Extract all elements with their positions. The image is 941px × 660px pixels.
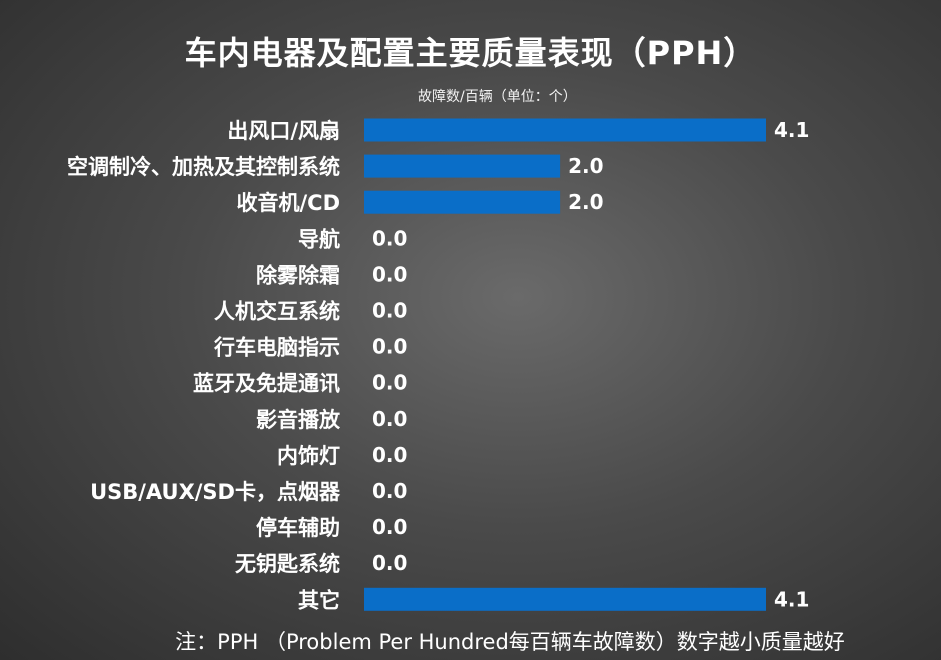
bar xyxy=(364,118,766,142)
category-label: 其它 xyxy=(298,588,340,612)
category-label: 影音播放 xyxy=(256,408,341,432)
category-label: 导航 xyxy=(298,227,340,251)
value-label: 0.0 xyxy=(372,262,407,286)
value-label: 0.0 xyxy=(372,371,407,395)
unit-label: 故障数/百辆（单位：个） xyxy=(418,89,577,105)
value-label: 0.0 xyxy=(372,226,407,250)
bars-layer xyxy=(364,118,766,611)
footnote: 注：PPH （Problem Per Hundred每百辆车故障数）数字越小质量… xyxy=(175,630,845,654)
category-label: USB/AUX/SD卡，点烟器 xyxy=(90,480,341,504)
category-label: 无钥匙系统 xyxy=(235,552,340,576)
labels-layer: 出风口/风扇 4.1 空调制冷、加热及其控制系统 2.0 收音机/CD 2.0 导航 0.0 除… xyxy=(67,118,809,612)
value-label: 0.0 xyxy=(372,515,407,539)
chart-title: 车内电器及配置主要质量表现（PPH） xyxy=(184,34,757,72)
bar xyxy=(364,190,561,214)
category-label: 空调制冷、加热及其控制系统 xyxy=(67,155,340,179)
category-label: 蓝牙及免提通讯 xyxy=(193,372,340,396)
category-label: 人机交互系统 xyxy=(214,300,340,324)
category-label: 出风口/风扇 xyxy=(227,119,340,143)
value-label: 2.0 xyxy=(568,190,603,214)
category-label: 除雾除霜 xyxy=(256,263,340,287)
value-label: 0.0 xyxy=(372,479,407,503)
value-label: 0.0 xyxy=(372,299,407,323)
bar xyxy=(364,154,561,178)
value-label: 0.0 xyxy=(372,443,407,467)
category-label: 停车辅助 xyxy=(256,516,340,540)
value-label: 4.1 xyxy=(774,587,809,611)
bar xyxy=(364,587,766,611)
value-label: 0.0 xyxy=(372,551,407,575)
value-label: 4.1 xyxy=(774,118,809,142)
value-label: 0.0 xyxy=(372,407,407,431)
value-label: 2.0 xyxy=(568,154,603,178)
category-label: 行车电脑指示 xyxy=(213,336,340,360)
category-label: 内饰灯 xyxy=(277,444,340,468)
value-label: 0.0 xyxy=(372,335,407,359)
category-label: 收音机/CD xyxy=(236,191,340,215)
